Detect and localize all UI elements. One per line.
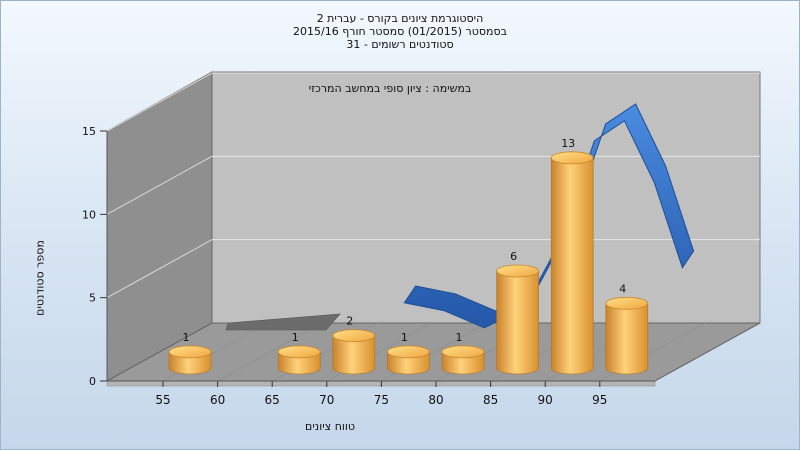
side-gridline: [106, 155, 213, 215]
bar-top-65: [277, 345, 321, 359]
bar-85: [496, 270, 539, 375]
x-tick-label: 75: [374, 393, 389, 407]
data-label-75: 1: [401, 331, 408, 344]
bar-90: [550, 157, 594, 375]
bar-70: [332, 335, 376, 375]
bar-top-95: [605, 296, 649, 310]
bar-top-70: [332, 329, 376, 343]
side-gridline: [106, 239, 213, 299]
y-tick-label: 5: [89, 292, 96, 305]
y-tick-label: 0: [89, 375, 96, 388]
x-tick-label: 85: [483, 393, 498, 407]
data-label-80: 1: [456, 331, 463, 344]
data-label-55: 1: [183, 331, 190, 344]
side-gridline: [106, 72, 213, 132]
x-tick-label: 95: [592, 393, 607, 407]
chart-subtitle: במשימה : ציון סופי במחשב המרכזי: [308, 82, 472, 95]
x-axis-title: טווח ציונים: [305, 420, 356, 433]
chart-title-line-2: בסמסטר (01/2015) סמסטר חורף 2015/16: [293, 25, 507, 38]
data-label-70: 2: [346, 315, 353, 328]
chart-title-line-1: היסטוגרמת ציונים בקורס - עברית 2: [316, 12, 484, 25]
x-tick-label: 55: [155, 393, 170, 407]
y-tick-label: 10: [82, 208, 96, 221]
bar-top-55: [168, 345, 212, 359]
x-tick-label: 90: [538, 393, 553, 407]
y-tick-label: 15: [82, 125, 96, 138]
chart-title-line-3: סטודנטים רשומים - 31: [346, 38, 454, 51]
x-tick-label: 60: [210, 393, 225, 407]
curve-baseline-shadow: [225, 313, 341, 331]
data-label-65: 1: [292, 331, 299, 344]
data-label-95: 4: [619, 282, 626, 295]
x-tick-label: 70: [319, 393, 334, 407]
bar-top-75: [386, 345, 430, 359]
bar-95: [605, 303, 649, 375]
data-label-85: 6: [510, 250, 517, 263]
bar-top-80: [441, 345, 485, 359]
bar-top-85: [496, 264, 539, 278]
x-tick-label: 80: [428, 393, 443, 407]
y-axis-title: מספר סטודנטים: [33, 240, 47, 316]
bar-top-90: [550, 151, 594, 165]
floor-gridline: [217, 322, 323, 382]
back-wall: [211, 71, 761, 324]
data-label-90: 13: [561, 137, 575, 150]
x-tick-label: 65: [265, 393, 280, 407]
